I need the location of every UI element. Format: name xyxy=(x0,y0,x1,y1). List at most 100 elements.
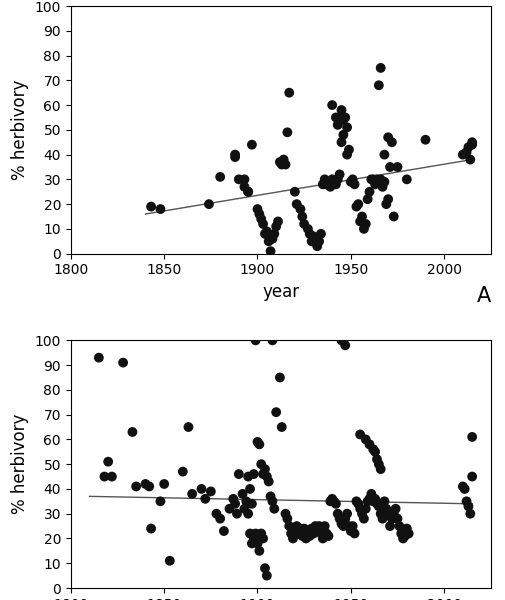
Point xyxy=(359,514,367,523)
Point xyxy=(324,177,332,187)
Point xyxy=(257,460,265,469)
Point xyxy=(301,533,310,543)
Y-axis label: % herbivory: % herbivory xyxy=(11,414,29,514)
Point xyxy=(255,546,263,556)
Point xyxy=(266,247,274,256)
Point xyxy=(339,115,347,125)
Point xyxy=(283,514,291,523)
Point xyxy=(309,232,317,241)
Point xyxy=(370,179,378,189)
Point xyxy=(311,236,319,246)
Point xyxy=(303,529,311,538)
Point xyxy=(285,521,293,531)
Point xyxy=(277,160,285,169)
Point xyxy=(259,533,267,543)
Point xyxy=(467,432,475,442)
Point xyxy=(389,212,397,221)
Point xyxy=(259,219,267,229)
Point xyxy=(327,100,335,110)
Point xyxy=(376,509,384,518)
Point xyxy=(104,457,112,466)
Point xyxy=(231,150,239,160)
Point xyxy=(272,407,280,417)
Point xyxy=(264,477,272,487)
Point xyxy=(380,497,388,506)
Point xyxy=(156,497,164,506)
Point xyxy=(374,177,382,187)
Point xyxy=(381,504,389,514)
Point xyxy=(255,209,263,219)
Point xyxy=(370,494,378,503)
Point xyxy=(374,460,382,469)
Point xyxy=(303,224,311,233)
Point xyxy=(367,489,375,499)
Point xyxy=(264,236,272,246)
Point xyxy=(297,531,306,541)
Point xyxy=(243,472,251,481)
Point xyxy=(266,491,274,501)
Point xyxy=(166,556,174,566)
Point xyxy=(381,199,389,209)
Point xyxy=(333,120,341,130)
Point xyxy=(270,504,278,514)
Point xyxy=(270,229,278,239)
Point xyxy=(315,521,323,531)
Point xyxy=(307,236,315,246)
Point xyxy=(299,219,308,229)
Point xyxy=(216,172,224,182)
Point xyxy=(322,529,330,538)
Point xyxy=(305,229,313,239)
Point xyxy=(354,199,362,209)
Point xyxy=(376,175,384,184)
Point xyxy=(318,533,326,543)
Point xyxy=(253,437,261,446)
Point xyxy=(225,504,233,514)
Point xyxy=(380,150,388,160)
Point xyxy=(231,152,239,162)
Point xyxy=(261,464,269,474)
Point xyxy=(337,519,345,529)
Point xyxy=(372,175,380,184)
Point xyxy=(253,204,261,214)
Point xyxy=(465,509,473,518)
Point xyxy=(458,482,466,491)
Point xyxy=(261,229,269,239)
Point xyxy=(316,529,324,538)
Point xyxy=(363,194,371,204)
Point xyxy=(335,514,343,523)
Point xyxy=(285,88,293,97)
Point xyxy=(342,122,350,132)
Point xyxy=(324,531,332,541)
Point xyxy=(346,526,354,536)
Point xyxy=(229,494,237,503)
Point xyxy=(376,464,384,474)
Point xyxy=(297,212,306,221)
Point xyxy=(240,504,248,514)
Point xyxy=(268,335,276,345)
Point xyxy=(219,526,227,536)
Point xyxy=(305,531,313,541)
Point xyxy=(374,80,382,90)
Point xyxy=(333,175,341,184)
Point xyxy=(363,497,371,506)
X-axis label: year: year xyxy=(262,283,299,301)
Point xyxy=(331,113,339,122)
Point xyxy=(296,204,304,214)
Point xyxy=(350,179,358,189)
Point xyxy=(344,145,352,154)
Point xyxy=(356,217,364,226)
Point xyxy=(307,524,315,533)
Point xyxy=(296,524,304,533)
Point xyxy=(313,526,321,536)
Point xyxy=(279,155,287,164)
Point xyxy=(391,504,399,514)
Point xyxy=(331,179,339,189)
Point xyxy=(404,529,412,538)
Point xyxy=(421,135,429,145)
Point xyxy=(378,514,386,523)
Point xyxy=(205,199,213,209)
Point xyxy=(387,137,395,147)
Point xyxy=(316,229,324,239)
Point xyxy=(340,340,348,350)
Point xyxy=(369,497,377,506)
